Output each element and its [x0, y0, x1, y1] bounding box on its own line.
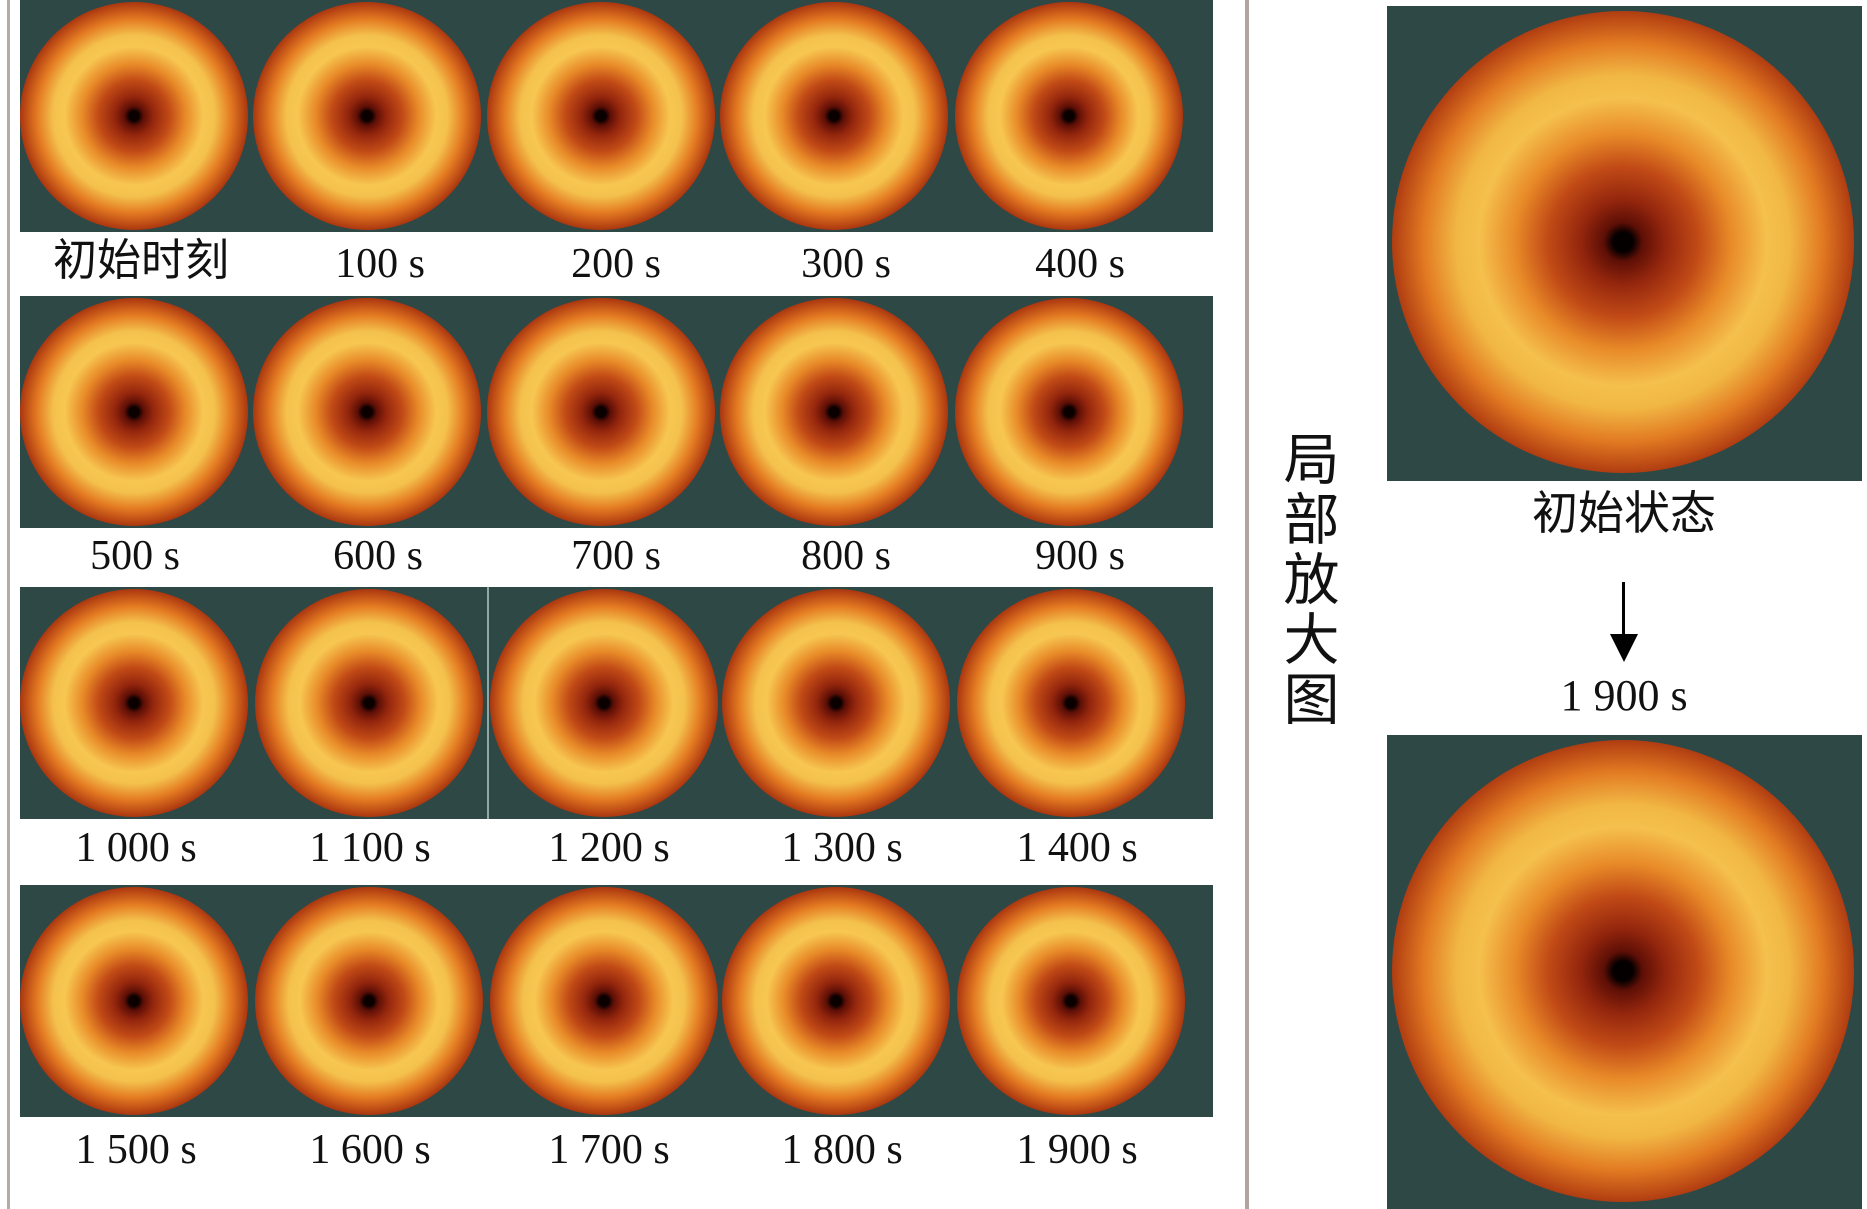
diffraction-image — [490, 887, 718, 1115]
diffraction-image — [20, 589, 248, 817]
time-label: 600 s — [333, 533, 423, 579]
diffraction-image — [1392, 11, 1854, 473]
time-label: 1 500 s — [75, 1127, 197, 1173]
time-label: 500 s — [90, 533, 180, 579]
down-arrow-icon — [1610, 634, 1638, 662]
diffraction-image — [955, 298, 1183, 526]
time-label: 1 200 s — [548, 825, 670, 871]
zoomed-image-initial — [1387, 6, 1862, 481]
image-strip-row-4 — [20, 885, 1213, 1117]
diffraction-image — [253, 2, 481, 230]
diffraction-image — [955, 2, 1183, 230]
diffraction-image — [487, 2, 715, 230]
down-arrow-icon — [1622, 582, 1625, 638]
time-label: 1 600 s — [309, 1127, 431, 1173]
time-label: 1 000 s — [75, 825, 197, 871]
zoom-initial-caption: 初始状态 — [1532, 486, 1716, 540]
diffraction-image — [20, 298, 248, 526]
diffraction-image — [1392, 740, 1854, 1202]
diffraction-image — [720, 298, 948, 526]
time-label: 1 300 s — [781, 825, 903, 871]
diffraction-image — [722, 589, 950, 817]
time-label: 800 s — [801, 533, 891, 579]
image-strip-row-3 — [20, 587, 1213, 819]
diffraction-image — [20, 887, 248, 1115]
time-label: 1 900 s — [1016, 1127, 1138, 1173]
time-label: 1 700 s — [548, 1127, 670, 1173]
time-label: 1 100 s — [309, 825, 431, 871]
diffraction-image — [253, 298, 481, 526]
image-strip-row-1 — [20, 0, 1213, 232]
zoomed-image-final — [1387, 735, 1862, 1209]
time-label: 700 s — [571, 533, 661, 579]
diffraction-image — [20, 2, 248, 230]
left-border-line — [7, 0, 10, 1209]
time-label: 1 800 s — [781, 1127, 903, 1173]
diffraction-image — [487, 298, 715, 526]
panel-seam — [487, 587, 489, 819]
time-label: 900 s — [1035, 533, 1125, 579]
time-label: 200 s — [571, 241, 661, 287]
time-label: 1 400 s — [1016, 825, 1138, 871]
image-strip-row-2 — [20, 296, 1213, 528]
time-label: 100 s — [335, 241, 425, 287]
diffraction-image — [720, 2, 948, 230]
zoom-final-caption: 1 900 s — [1560, 671, 1688, 720]
diffraction-image — [255, 887, 483, 1115]
zoom-section-label: 局部放大图 — [1274, 430, 1339, 730]
diffraction-image — [490, 589, 718, 817]
vertical-divider — [1245, 0, 1249, 1209]
time-label: 400 s — [1035, 241, 1125, 287]
diffraction-image — [722, 887, 950, 1115]
time-label: 初始时刻 — [53, 235, 229, 286]
diffraction-image — [255, 589, 483, 817]
time-label: 300 s — [801, 241, 891, 287]
diffraction-image — [957, 887, 1185, 1115]
diffraction-image — [957, 589, 1185, 817]
